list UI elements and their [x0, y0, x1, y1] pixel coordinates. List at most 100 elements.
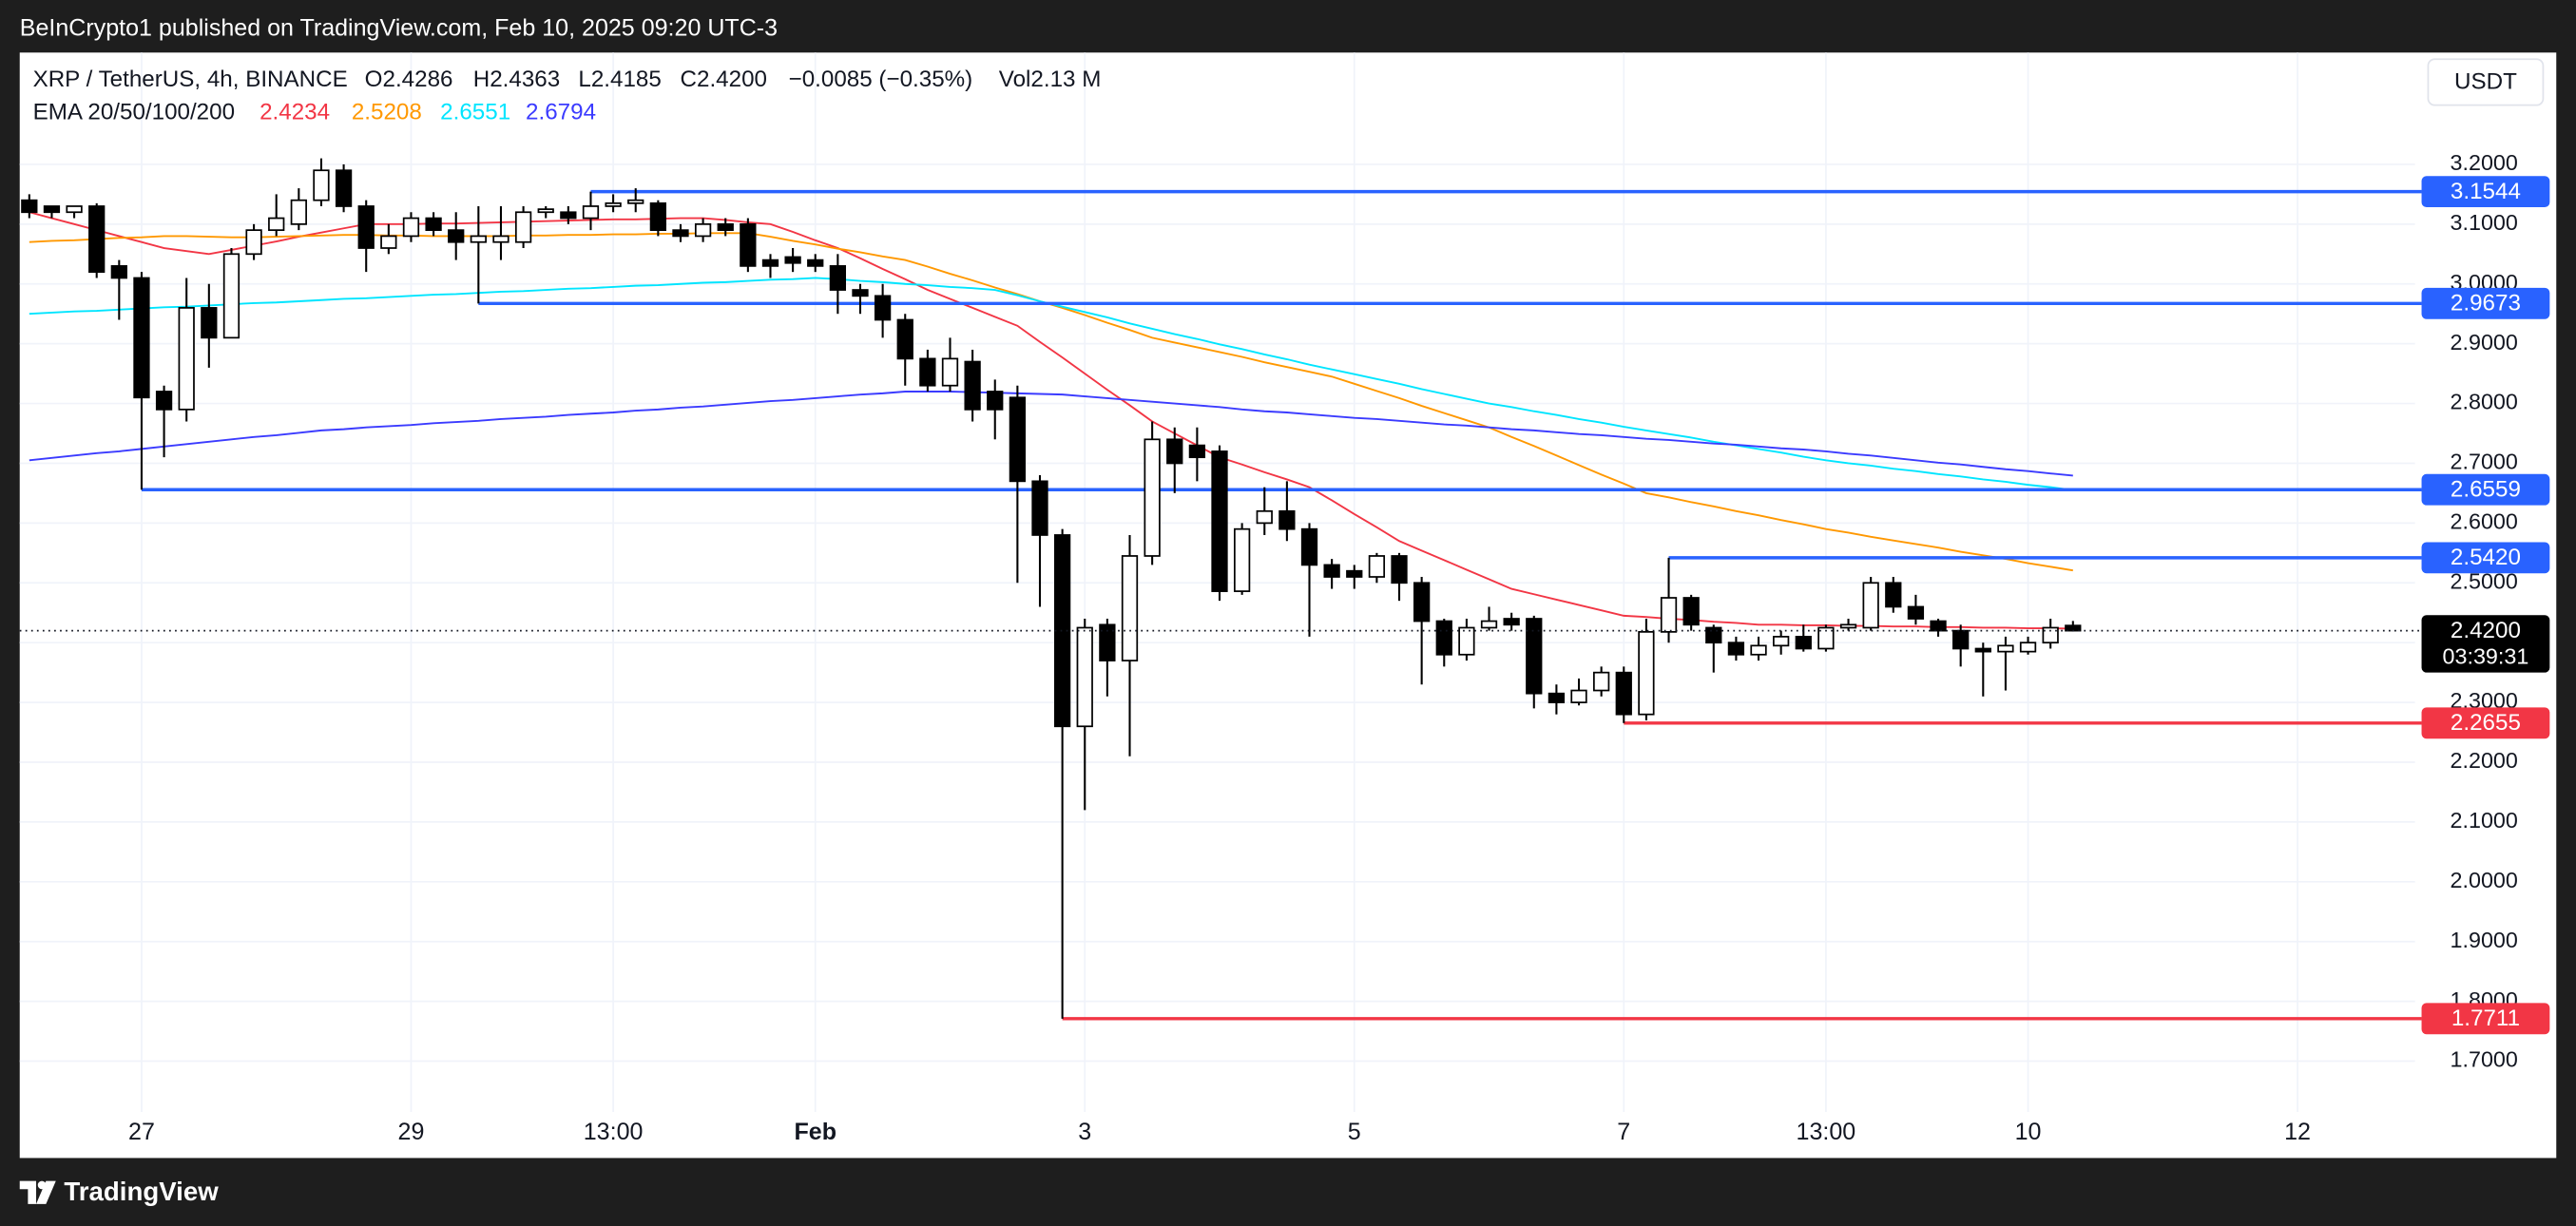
chart-area	[19, 52, 2557, 1159]
candle-body	[2019, 642, 2037, 653]
candle-body	[1076, 626, 1093, 728]
candle-body	[807, 259, 824, 267]
candle-body	[941, 357, 959, 387]
y-tick-label: 2.1000	[2451, 808, 2518, 833]
ema-line	[29, 391, 2073, 477]
candle-body	[605, 201, 622, 207]
candle-body	[1638, 631, 1655, 716]
level-label: 2.6559	[2451, 476, 2521, 502]
candle-body	[1121, 555, 1139, 661]
symbol: XRP / TetherUS, 4h, BINANCE	[33, 67, 348, 92]
candle-body	[1009, 396, 1027, 483]
candle-body	[21, 199, 38, 214]
candle-body	[313, 169, 330, 201]
level-label: 1.7711	[2451, 1006, 2520, 1031]
candle-body	[245, 229, 262, 256]
candle-body	[402, 217, 420, 238]
candle-body	[740, 222, 757, 267]
x-tick-label: 13:00	[1797, 1119, 1856, 1145]
candle-body	[178, 307, 195, 411]
candle-body	[1368, 555, 1386, 578]
candle-body	[1480, 620, 1498, 629]
candle-body	[1839, 623, 1857, 629]
ohlc-open: O2.4286	[365, 67, 453, 92]
x-tick-label: 7	[1617, 1119, 1630, 1145]
candle-body	[1435, 620, 1452, 656]
candle-body	[1548, 692, 1566, 703]
candle-body	[761, 259, 779, 267]
candle-body	[1795, 636, 1812, 650]
candle-body	[492, 235, 509, 243]
candle-body	[1930, 620, 1947, 632]
candle-body	[110, 265, 127, 279]
level-badge	[2421, 287, 2550, 319]
candle-body	[201, 307, 218, 339]
candle-body	[896, 318, 913, 360]
currency-button[interactable]	[2427, 58, 2545, 106]
x-tick-label: 27	[128, 1119, 155, 1145]
candle-body	[987, 391, 1004, 411]
y-tick-label: 2.2000	[2451, 748, 2518, 773]
candle-body	[1615, 671, 1632, 716]
candle-body	[425, 217, 442, 232]
level-badge	[2421, 542, 2550, 574]
candle-body	[1750, 644, 1767, 656]
candle-body	[1503, 618, 1520, 626]
y-tick-label: 3.1000	[2451, 210, 2518, 235]
y-tick-label: 3.2000	[2451, 150, 2518, 175]
currency[interactable]: USDT	[2454, 69, 2517, 95]
y-tick-label: 2.8000	[2451, 390, 2518, 414]
y-tick-label: 2.7000	[2451, 450, 2518, 474]
ohlc-close: C2.4200	[681, 67, 767, 92]
candle-body	[1413, 582, 1431, 623]
candle-body	[88, 205, 106, 274]
candle-body	[1211, 450, 1228, 592]
candle-body	[1907, 605, 1925, 620]
candle-body	[1682, 597, 1700, 626]
candle-body	[1593, 671, 1610, 692]
plot	[19, 158, 2422, 1021]
y-tick-label: 2.0000	[2451, 868, 2518, 892]
ema-value: 2.4234	[260, 100, 330, 125]
level-label: 2.5420	[2451, 545, 2521, 570]
y-tick-label: 2.9000	[2451, 330, 2518, 354]
candle-body	[784, 256, 801, 264]
countdown: 03:39:31	[2443, 643, 2529, 668]
candle-body	[1346, 569, 1363, 578]
candle-body	[852, 289, 869, 297]
candle-body	[1952, 629, 1970, 650]
candle-body	[1278, 509, 1296, 530]
level-badge	[2421, 1003, 2550, 1035]
x-tick-label: 5	[1348, 1119, 1361, 1145]
candle-body	[1997, 644, 2014, 653]
candle-body	[448, 229, 465, 243]
candle-body	[380, 235, 397, 249]
candle-body	[1526, 618, 1543, 695]
candle-body	[1817, 626, 1835, 650]
candle-body	[155, 391, 173, 411]
indicator-name: EMA 20/50/100/200	[33, 100, 235, 125]
volume: Vol2.13 M	[999, 67, 1102, 92]
candle-body	[627, 199, 644, 204]
ema-value: 2.5208	[352, 100, 422, 125]
candle-body	[560, 211, 577, 220]
y-tick-label: 1.9000	[2451, 928, 2518, 952]
candle-body	[1323, 564, 1340, 578]
candle-body	[1300, 527, 1318, 566]
ohlc-low: L2.4185	[578, 67, 661, 92]
candle-body	[1391, 555, 1408, 584]
legend: XRP / TetherUS, 4h, BINANCE O2.4286 H2.4…	[33, 67, 1102, 125]
y-tick-label: 1.7000	[2451, 1047, 2518, 1072]
y-tick-label: 2.6000	[2451, 509, 2518, 534]
candle-body	[222, 253, 240, 339]
candle-body	[1233, 527, 1251, 592]
candle-body	[649, 201, 666, 232]
candle-body	[1705, 626, 1722, 644]
level-badge	[2421, 707, 2550, 739]
level-label: 2.2655	[2451, 710, 2521, 736]
logo-part	[36, 1180, 56, 1204]
x-tick-label: 10	[2015, 1119, 2042, 1145]
last-price-badge	[2421, 615, 2550, 673]
candle-body	[133, 277, 150, 399]
